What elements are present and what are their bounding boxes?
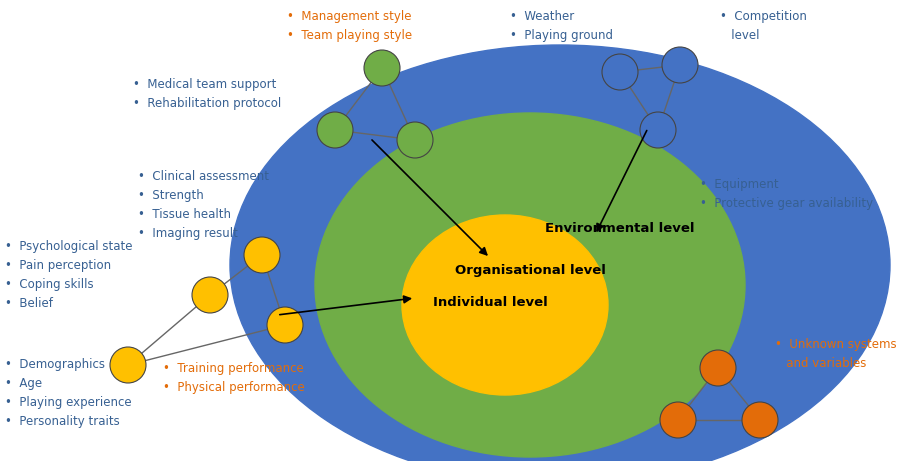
Circle shape: [192, 277, 228, 313]
Text: Environmental level: Environmental level: [545, 221, 695, 235]
Circle shape: [602, 54, 638, 90]
Ellipse shape: [315, 113, 745, 457]
Circle shape: [700, 350, 736, 386]
Circle shape: [640, 112, 676, 148]
Text: •  Competition
   level: • Competition level: [720, 10, 807, 42]
Text: •  Unknown systems
   and variables: • Unknown systems and variables: [775, 338, 897, 370]
Ellipse shape: [402, 215, 608, 395]
Text: Organisational level: Organisational level: [454, 264, 606, 277]
Text: Individual level: Individual level: [433, 296, 548, 308]
Text: •  Weather
•  Playing ground: • Weather • Playing ground: [510, 10, 613, 42]
Circle shape: [267, 307, 303, 343]
Circle shape: [244, 237, 280, 273]
Text: •  Medical team support
•  Rehabilitation protocol: • Medical team support • Rehabilitation …: [133, 78, 281, 110]
Circle shape: [317, 112, 353, 148]
Circle shape: [110, 347, 146, 383]
Text: •  Clinical assessment
•  Strength
•  Tissue health
•  Imaging result: • Clinical assessment • Strength • Tissu…: [138, 170, 269, 240]
Circle shape: [742, 402, 778, 438]
Text: •  Demographics
•  Age
•  Playing experience
•  Personality traits: • Demographics • Age • Playing experienc…: [5, 358, 132, 428]
Ellipse shape: [230, 45, 890, 461]
Circle shape: [397, 122, 433, 158]
Text: •  Training performance
•  Physical performance: • Training performance • Physical perfor…: [163, 362, 305, 394]
Text: •  Equipment
•  Protective gear availability: • Equipment • Protective gear availabili…: [700, 178, 873, 210]
Text: •  Psychological state
•  Pain perception
•  Coping skills
•  Belief: • Psychological state • Pain perception …: [5, 240, 132, 310]
Text: •  Management style
•  Team playing style: • Management style • Team playing style: [287, 10, 412, 42]
Circle shape: [364, 50, 400, 86]
Circle shape: [662, 47, 698, 83]
Circle shape: [660, 402, 696, 438]
